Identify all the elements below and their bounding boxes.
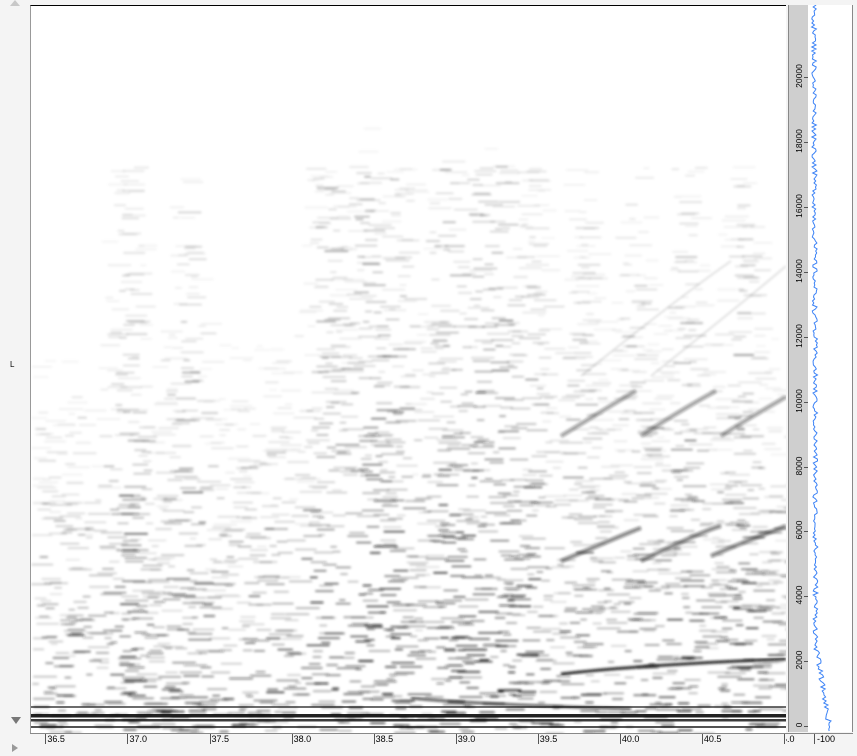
triangle-right-icon[interactable] (12, 744, 18, 752)
profile-axis-right-label: -100 (817, 734, 836, 744)
triangle-up-icon[interactable] (10, 0, 20, 6)
channel-gutter: L (0, 0, 30, 756)
triangle-down-icon[interactable] (11, 717, 21, 724)
spectrogram-plot[interactable] (30, 5, 786, 733)
time-tick-label: 40.5 (701, 734, 722, 744)
frequency-axis: 0 2000 4000 6000 8000 10000 12000 14000 16000 180… (788, 5, 810, 732)
time-tick-label: 40.0 (619, 734, 640, 744)
time-tick-label: 36.5 (45, 734, 65, 744)
time-tick-label: 38.5 (373, 734, 394, 744)
profile-axis-left-label: .0 (787, 733, 811, 748)
channel-label: L (10, 360, 15, 369)
profile-axis: -100 (808, 733, 853, 748)
spectrogram-harmonics (31, 260, 786, 728)
spectrum-profile (808, 4, 853, 732)
time-tick-label: 39.5 (537, 734, 558, 744)
time-tick-label: 37.0 (127, 734, 147, 744)
spectrum-profile-line (810, 4, 832, 732)
time-axis: 36.537.037.538.038.539.039.540.040.54 (30, 733, 791, 748)
spectrogram-noise (31, 127, 786, 733)
time-tick-label: 37.5 (209, 734, 230, 744)
time-tick-label: 38.0 (291, 734, 312, 744)
time-tick-label: 39.0 (455, 734, 476, 744)
